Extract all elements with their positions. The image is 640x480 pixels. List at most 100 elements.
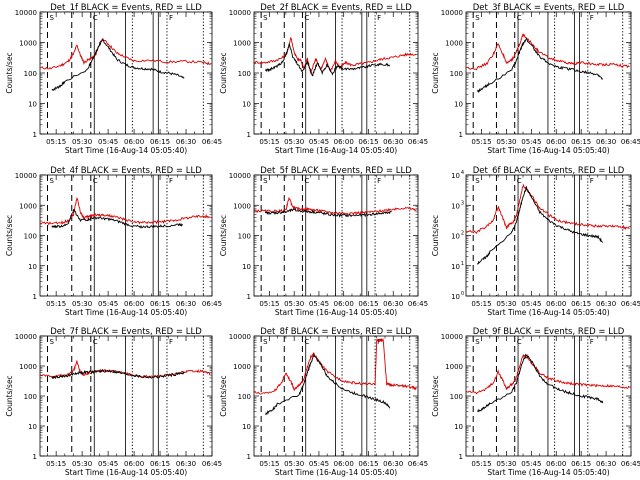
x-axis-label: Start Time (16-Aug-14 05:05:40) (65, 468, 187, 477)
y-tick-label: 1 (33, 453, 37, 461)
y-tick-label: 1 (459, 131, 463, 139)
panel-8f: Det_8f BLACK = Events, RED = LLD 05:15 05:… (219, 327, 428, 477)
x-tick-label: 05:45 (309, 300, 329, 308)
marker-letter-c: C (304, 338, 309, 346)
y-tick-label: 1 (33, 131, 37, 139)
y-tick-label: 1000 (445, 363, 463, 371)
x-tick-label: 06:15 (358, 300, 378, 308)
events-series-line (264, 208, 392, 218)
y-tick-label: 10 (451, 233, 460, 241)
marker-letter-s: S (475, 177, 480, 185)
x-tick-label: 05:15 (259, 300, 279, 308)
x-axis-label: Start Time (16-Aug-14 05:05:40) (65, 146, 187, 155)
events-series-line (51, 39, 185, 92)
x-tick-label: 06:15 (571, 138, 591, 146)
y-tick-label: 100 (450, 70, 463, 78)
x-tick-label: 06:30 (383, 300, 403, 308)
x-axis-label: Start Time (16-Aug-14 05:05:40) (487, 308, 609, 317)
lld-series-line (466, 354, 630, 395)
marker-letter-s: S (263, 14, 268, 22)
y-tick-label: 1 (247, 131, 251, 139)
marker-letter-s: S (475, 338, 480, 346)
marker-letter-f: F (169, 177, 173, 185)
y-tick-label: 1 (247, 453, 251, 461)
x-tick-label: 05:15 (46, 300, 66, 308)
x-tick-label: 05:30 (496, 138, 516, 146)
x-tick-label: 05:30 (72, 138, 92, 146)
x-axis-label: Start Time (16-Aug-14 05:05:40) (487, 468, 609, 477)
y-axis-label: Counts/sec (431, 375, 440, 416)
marker-letter-c: C (93, 14, 98, 22)
y-tick-label: 1000 (445, 40, 463, 48)
panel-6f: Det_6f BLACK = Events, RED = LLD 05:15 05:… (431, 166, 640, 317)
x-tick-label: 06:30 (176, 460, 196, 468)
panel-3f: Det_3f BLACK = Events, RED = LLD 05:15 05:… (431, 3, 640, 155)
x-axis-label: Start Time (16-Aug-14 05:05:40) (487, 146, 609, 155)
lld-series-line (40, 360, 211, 379)
marker-letter-s: S (50, 14, 55, 22)
marker-letter-c: C (93, 338, 98, 346)
marker-letter-s: S (475, 14, 480, 22)
marker-letter-f: F (377, 177, 381, 185)
marker-letter-s: S (50, 338, 55, 346)
y-tick-label: 1000 (19, 363, 37, 371)
y-tick-label: 10 (451, 202, 460, 210)
x-tick-label: 06:30 (383, 138, 403, 146)
y-tick-label: 1000 (19, 202, 37, 210)
marker-letter-c: C (304, 177, 309, 185)
marker-letter-c: C (517, 338, 522, 346)
y-tick-label: 1000 (233, 363, 251, 371)
x-tick-label: 06:15 (571, 300, 591, 308)
marker-letter-f: F (590, 177, 594, 185)
y-axis-label: Counts/sec (5, 215, 14, 256)
x-tick-label: 06:30 (596, 300, 616, 308)
x-tick-label: 06:30 (596, 138, 616, 146)
plot-frame (253, 335, 419, 457)
x-tick-label: 05:45 (98, 460, 118, 468)
panel-title: Det_7f BLACK = Events, RED = LLD (50, 327, 202, 337)
x-tick-label: 06:30 (176, 300, 196, 308)
panel-title: Det_8f BLACK = Events, RED = LLD (260, 327, 412, 337)
x-tick-label: 05:45 (521, 300, 541, 308)
y-tick-label: 10000 (15, 172, 37, 180)
x-tick-label: 05:15 (46, 460, 66, 468)
x-tick-label: 05:45 (309, 138, 329, 146)
events-series-line (477, 353, 604, 413)
x-tick-label: 05:30 (284, 460, 304, 468)
x-tick-label: 06:15 (150, 460, 170, 468)
y-tick-label: 10 (28, 263, 37, 271)
x-axis-label: Start Time (16-Aug-14 05:05:40) (275, 468, 397, 477)
y-tick-label: 10 (242, 423, 251, 431)
y-tick-label: 10 (451, 293, 460, 301)
x-tick-label: 05:30 (72, 460, 92, 468)
events-series-line (264, 43, 390, 77)
y-tick-label: 10 (454, 101, 463, 109)
panel-title: Det_2f BLACK = Events, RED = LLD (260, 3, 412, 13)
x-tick-label: 06:00 (334, 300, 354, 308)
panel-title: Det_4f BLACK = Events, RED = LLD (50, 166, 202, 176)
x-tick-label: 05:30 (496, 300, 516, 308)
x-tick-label: 06:00 (546, 300, 566, 308)
x-tick-label: 06:15 (150, 300, 170, 308)
events-series-line (51, 369, 185, 380)
y-tick-label: 10000 (15, 333, 37, 341)
marker-letter-s: S (263, 177, 268, 185)
x-tick-label: 05:45 (98, 300, 118, 308)
events-series-line (51, 208, 183, 229)
x-tick-label: 06:30 (596, 460, 616, 468)
y-tick-label: 1000 (233, 202, 251, 210)
marker-letter-f: F (169, 14, 173, 22)
panel-title: Det_5f BLACK = Events, RED = LLD (260, 166, 412, 176)
marker-letter-f: F (590, 338, 594, 346)
y-tick-label: 10000 (441, 9, 463, 17)
y-tick-exponent: 4 (461, 170, 464, 176)
x-tick-label: 06:00 (546, 460, 566, 468)
x-tick-label: 06:00 (546, 138, 566, 146)
panel-1f: Det_1f BLACK = Events, RED = LLD 05:15 05:… (5, 3, 222, 155)
x-tick-label: 06:45 (202, 138, 222, 146)
y-tick-label: 100 (450, 393, 463, 401)
lld-series-line (40, 196, 211, 226)
x-tick-label: 06:15 (358, 138, 378, 146)
y-axis-label: Counts/sec (219, 375, 228, 416)
x-axis-label: Start Time (16-Aug-14 05:05:40) (275, 146, 397, 155)
